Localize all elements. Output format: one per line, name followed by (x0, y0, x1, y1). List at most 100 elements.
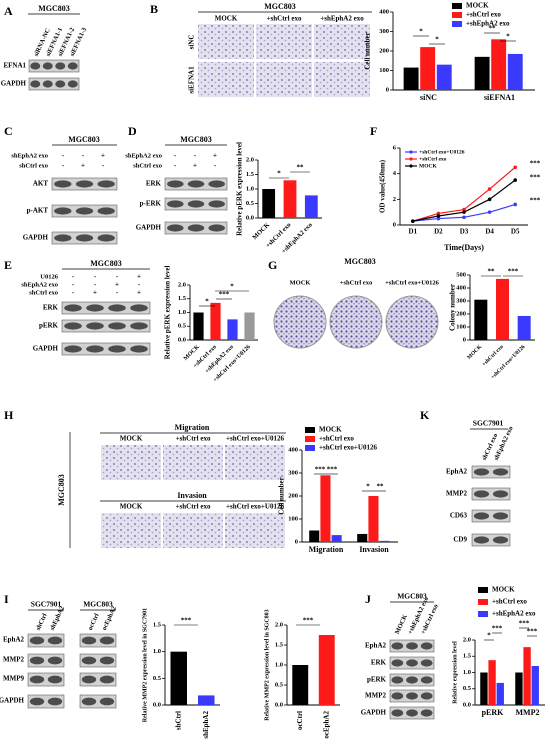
blot-band (391, 659, 404, 667)
y-tick-label: 1.5 (153, 621, 162, 628)
blot-band (29, 675, 45, 684)
panel-letter: C (4, 124, 13, 138)
panel-letter: K (420, 408, 430, 422)
blot-band (42, 80, 53, 88)
y-tick-label: 300 (379, 28, 389, 35)
blot-band (167, 224, 184, 232)
label: U0126 (40, 273, 58, 280)
y-axis-label: OD value(450nm) (379, 159, 387, 213)
micrograph (101, 513, 161, 548)
x-tick-label: MMP2 (516, 708, 540, 717)
x-tick-label: siNC (420, 93, 437, 102)
micrograph (101, 445, 161, 480)
y-axis-label: Relative pERK expression level (164, 266, 172, 360)
blot-band (47, 656, 63, 665)
point (513, 202, 517, 207)
significance-label: *** (492, 625, 503, 633)
y-axis-label: Relative pERK expression level (236, 142, 244, 236)
blot-band (81, 656, 97, 665)
bar (436, 64, 452, 90)
blot-band (492, 468, 509, 476)
blot-band (97, 234, 115, 242)
legend-swatch (478, 599, 488, 605)
legend-swatch (305, 445, 315, 451)
y-tick-label: 4 (393, 170, 397, 177)
significance-label: * (366, 483, 370, 491)
x-tick-label: D1 (409, 228, 418, 236)
significance-label: *** (219, 291, 230, 299)
label: EFNA1 (3, 62, 26, 70)
x-axis-label: Time(Days) (444, 243, 484, 252)
blot-band (47, 675, 63, 684)
blot-band (47, 636, 63, 645)
point (436, 216, 441, 221)
label: - (116, 273, 119, 281)
blot-band (30, 80, 41, 88)
blot-band (406, 692, 418, 700)
label: - (72, 281, 75, 289)
legend-swatch (305, 427, 315, 433)
point (487, 210, 492, 214)
blot-band (86, 304, 104, 312)
bar (523, 647, 531, 705)
blot-band (67, 80, 78, 88)
blot-band (54, 207, 72, 215)
y-tick-label: 2.0 (178, 281, 186, 288)
y-tick-label: 1.0 (178, 309, 186, 316)
panel-letter: F (370, 124, 377, 138)
blot-band (492, 536, 509, 544)
label: shEphA2 (49, 605, 66, 631)
label: pERK (39, 322, 59, 330)
bar (244, 312, 255, 340)
y-axis-label: Relative MMP2 expression level in SGC803 (264, 609, 270, 720)
label: ERK (146, 180, 162, 188)
blot-band (64, 322, 82, 330)
panel-letter: A (4, 4, 13, 18)
label: - (174, 162, 177, 170)
blot-band (420, 659, 433, 667)
x-tick-label: D3 (460, 228, 469, 236)
y-axis-label: Cell number (364, 32, 372, 70)
y-tick-label: 0.0 (246, 214, 254, 221)
y-tick-label: 200 (288, 492, 298, 499)
significance-label: ** (377, 483, 385, 491)
point (411, 219, 415, 223)
label: MMP2 (365, 692, 386, 700)
significance-label: * (205, 298, 209, 306)
blot-band (81, 636, 97, 645)
y-tick-label: 1.0 (153, 648, 161, 655)
bar (496, 682, 504, 705)
blot-band (67, 62, 78, 70)
label: MMP2 (3, 656, 24, 664)
legend-label: +shEphA2 exo (492, 610, 536, 618)
bar (507, 53, 523, 90)
legend-label: MOCK (492, 586, 515, 594)
y-tick-label: 0 (386, 86, 389, 93)
significance-label: *** (527, 628, 538, 636)
bar (368, 496, 379, 542)
blot-band (187, 224, 205, 232)
micrograph (314, 62, 370, 97)
panel-title: SGC7901 (31, 600, 62, 609)
blot-band (54, 180, 72, 188)
significance-label: ** (297, 164, 305, 172)
label: siNC (188, 35, 196, 50)
y-tick-label: 1.5 (178, 295, 187, 302)
y-tick-label: 500 (456, 271, 466, 278)
blot-band (75, 180, 94, 188)
panel-title: SGC7901 (473, 419, 504, 428)
label: - (62, 152, 65, 160)
blot-band (406, 709, 418, 717)
bar (488, 660, 496, 705)
legend-label: +shCtrl exo (419, 156, 447, 162)
blot-band (391, 676, 404, 684)
label: GAPDH (33, 345, 59, 353)
label: EphA2 (3, 636, 25, 644)
blot-band (99, 697, 115, 706)
bar (420, 47, 436, 90)
bar (309, 530, 320, 542)
label: ocCtrl (87, 612, 101, 631)
y-tick-label: 100 (456, 323, 466, 330)
significance-label: * (419, 28, 423, 36)
